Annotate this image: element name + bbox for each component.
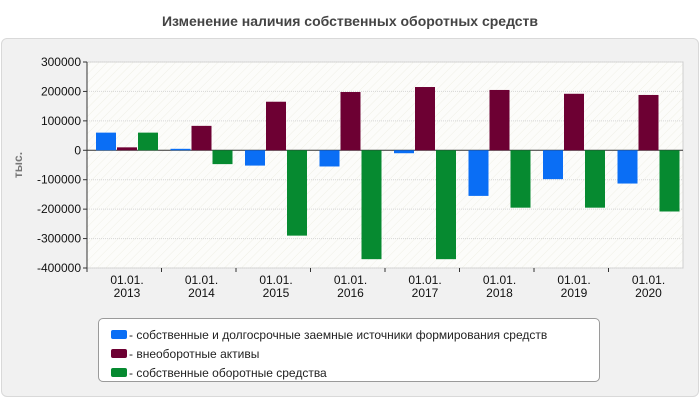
bar-series1-8 [617,150,638,184]
y-tick-label: -300000 [37,232,81,246]
x-tick-label: 01.01. 2017 [408,273,441,300]
y-tick-label: 0 [74,143,81,157]
legend-item-working-capital: - собственные оборотные средства [99,363,599,382]
y-tick-label: -100000 [37,173,81,187]
y-tick-labels: 300000 200000 100000 0 -100000 -200000 -300000… [37,55,81,275]
legend-label-working-capital: - собственные оборотные средства [129,365,327,380]
bar-series2-7 [564,93,584,151]
bar-series1-5 [394,150,414,154]
bar-series2-8 [638,94,659,151]
y-tick-label: -200000 [37,202,81,216]
legend-swatch-sources [111,330,127,339]
bar-series3-4 [361,150,382,260]
legend-swatch-working-capital [111,368,127,377]
bar-series2-3 [266,101,286,151]
bar-series3-8 [659,150,680,212]
bar-series3-5 [436,150,456,260]
bars [96,87,680,260]
bar-series1-2 [170,148,191,151]
x-tick-label: 01.01. 2018 [483,273,516,300]
bar-series3-2 [212,150,233,165]
bar-series1-7 [543,150,563,180]
bar-series2-1 [117,147,137,151]
x-tick-label: 01.01. 2020 [632,273,665,300]
y-tick-label: -400000 [37,261,81,275]
bar-series3-1 [138,132,158,151]
legend: - собственные и долгосрочные заемные ист… [98,318,600,382]
legend-label-noncurrent-assets: - внеоборотные активы [129,346,260,361]
bar-series1-4 [319,150,340,167]
x-tick-label: 01.01. 2013 [110,273,143,300]
legend-label-sources: - собственные и долгосрочные заемные ист… [129,327,548,342]
x-tick-label: 01.01. 2019 [557,273,590,300]
legend-swatch-noncurrent-assets [111,349,127,358]
bar-series3-3 [287,150,307,236]
bar-series1-6 [468,150,489,196]
bar-series3-7 [585,150,605,208]
y-tick-label: 100000 [41,114,81,128]
x-tick-label: 01.01. 2015 [259,273,292,300]
bar-series2-2 [191,125,212,151]
chart-title: Изменение наличия собственных оборотных … [161,13,539,29]
y-tick-label: 200000 [41,84,81,98]
y-tick-label: 300000 [41,55,81,69]
legend-item-noncurrent-assets: - внеоборотные активы [99,344,599,363]
x-tick-label: 01.01. 2016 [334,273,367,300]
x-tick-labels: 01.01. 2013 01.01. 2014 01.01. 2015 01.01. 2016… [86,268,665,300]
bar-series3-6 [510,150,531,208]
bar-series2-4 [340,92,361,151]
bar-series1-1 [96,132,116,151]
x-tick-label: 01.01. 2014 [185,273,218,300]
bar-series2-6 [489,89,510,151]
y-axis-label: тыс. [11,152,25,178]
bar-series2-5 [415,87,435,151]
legend-item-sources: - собственные и долгосрочные заемные ист… [99,325,599,344]
bar-series1-3 [245,150,265,166]
